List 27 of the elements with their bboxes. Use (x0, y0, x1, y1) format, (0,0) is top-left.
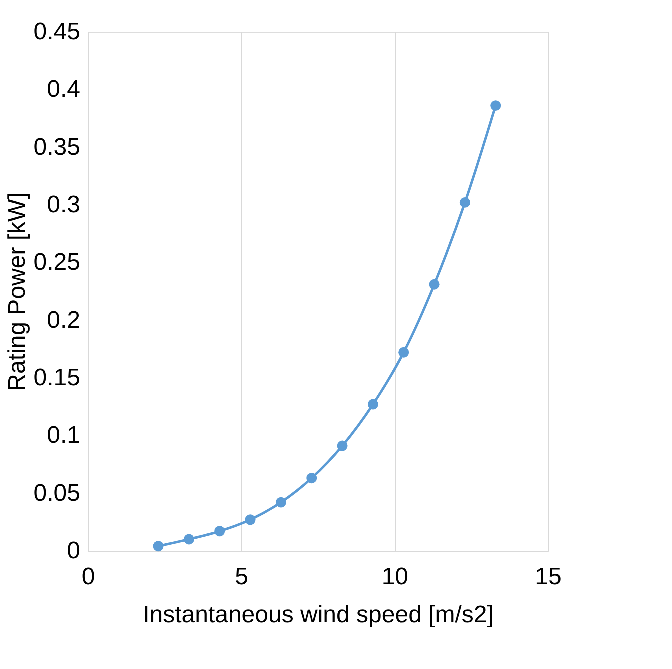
y-tick-label: 0.2 (47, 306, 80, 334)
point (184, 534, 194, 545)
x-axis-title: Instantaneous wind speed [m/s2] (143, 602, 494, 628)
y-tick-label: 0.4 (47, 76, 80, 104)
y-tick-label: 0.45 (34, 18, 80, 46)
y-tick-label: 0.15 (34, 364, 80, 392)
y-tick-label: 0.3 (47, 192, 80, 218)
point (245, 514, 256, 526)
y-tick-label: 0.35 (34, 134, 80, 161)
y-tick-label: 0.25 (34, 249, 80, 276)
point (368, 399, 378, 410)
x-tick-label: 5 (235, 564, 249, 590)
x-tick-label: 10 (382, 564, 409, 590)
point (398, 347, 410, 358)
point (214, 526, 226, 537)
y-axis-title: Rating Power [kW] (4, 192, 31, 392)
point (429, 279, 440, 290)
point (490, 100, 502, 112)
point (276, 497, 286, 508)
x-tick-label: 15 (535, 564, 562, 590)
y-tick-label: 0.1 (47, 422, 80, 450)
y-tick-label: 0 (67, 538, 80, 564)
point (337, 440, 348, 452)
point (306, 473, 318, 484)
point (153, 541, 164, 552)
point (460, 197, 470, 208)
y-tick-label: 0.05 (34, 480, 80, 507)
